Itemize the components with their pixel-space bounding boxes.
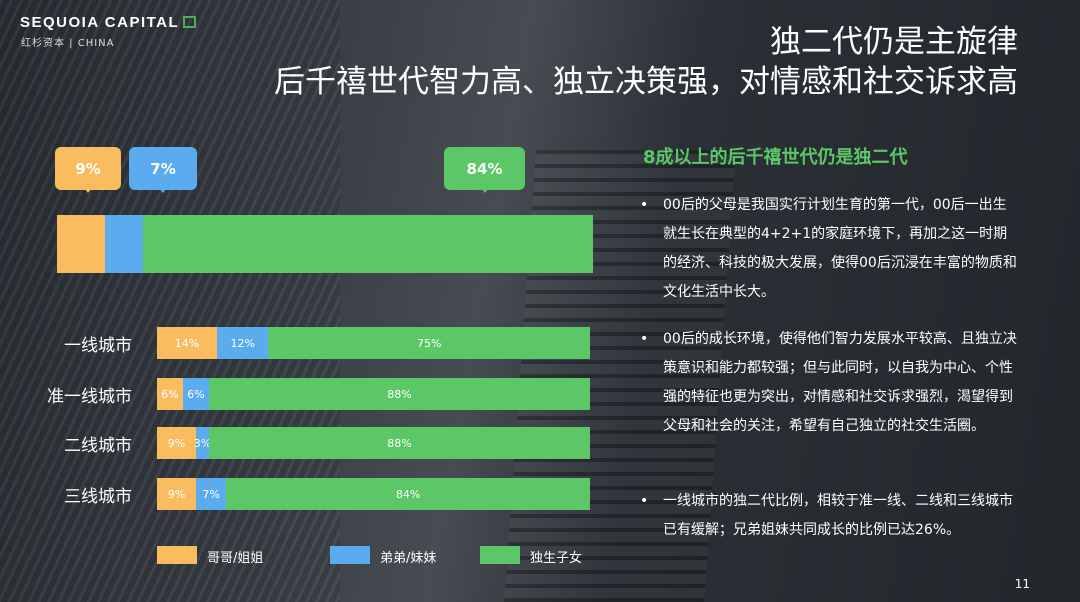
data-label: 6% — [161, 387, 179, 401]
callout-label: 84% — [444, 147, 525, 193]
logo: SEQUOIA CAPITAL — [20, 14, 197, 31]
logo-name: SEQUOIA CAPITAL — [20, 14, 180, 31]
bar-segment: 12% — [217, 327, 269, 359]
city-bar: 9% 7% 84% — [157, 478, 590, 510]
title-line-2: 后千禧世代智力高、独立决策强，对情感和社交诉求高 — [274, 64, 1018, 100]
row-label: 一线城市 — [64, 336, 132, 356]
data-label: 7% — [202, 487, 220, 501]
data-label: 84% — [395, 487, 421, 501]
data-label: 12% — [230, 336, 255, 350]
data-label: 3% — [193, 436, 212, 450]
logo-sub-cn: 红杉资本 — [21, 38, 65, 49]
bar-segment: 88% — [208, 427, 590, 459]
overall-segment — [105, 215, 143, 273]
legend-swatch — [157, 546, 197, 564]
overall-segment — [142, 215, 593, 273]
bar-segment: 88% — [208, 378, 590, 410]
bar-segment: 84% — [226, 478, 590, 510]
bullet-text: 00后的父母是我国实行计划生育的第一代，00后一出生就生长在典型的4+2+1的家… — [663, 197, 1017, 300]
row-label: 二线城市 — [64, 436, 132, 456]
logo-sub-en: CHINA — [77, 38, 115, 49]
data-label: 75% — [416, 336, 442, 350]
bar-segment: 75% — [268, 327, 590, 359]
bar-segment: 9% — [157, 478, 196, 510]
row-label: 准一线城市 — [47, 387, 132, 407]
right-heading: 8成以上的后千禧世代仍是独二代 — [643, 147, 908, 168]
bullet-text: 一线城市的独二代比例，相较于准一线、二线和三线城市已有缓解；兄弟姐妹共同成长的比… — [663, 493, 1013, 538]
bar-segment: 6% — [182, 378, 209, 410]
legend-label: 弟弟/妹妹 — [380, 551, 437, 566]
bullet-dot: • — [640, 197, 649, 213]
bullet-3: • 一线城市的独二代比例，相较于准一线、二线和三线城市已有缓解；兄弟姐妹共同成长的… — [640, 487, 1020, 545]
legend-swatch — [330, 546, 370, 564]
bar-segment: 14% — [157, 327, 218, 359]
callout-label: 9% — [55, 147, 121, 193]
bullet-dot: • — [640, 331, 649, 347]
data-label: 9% — [167, 436, 186, 450]
data-label: 6% — [187, 387, 205, 401]
page-number: 11 — [1014, 577, 1030, 591]
data-label: 88% — [387, 387, 412, 401]
bar-segment: 7% — [195, 478, 227, 510]
data-label: 9% — [167, 487, 186, 501]
row-label: 三线城市 — [64, 487, 132, 507]
bullet-text: 00后的成长环境，使得他们智力发展水平较高、且独立决策意识和能力都较强；但与此同… — [663, 331, 1017, 434]
data-label: 14% — [174, 336, 200, 350]
overall-bar — [57, 215, 593, 273]
city-bar: 14% 12% 75% — [157, 327, 590, 359]
callout-label: 7% — [129, 147, 197, 193]
overall-segment — [57, 215, 106, 273]
legend-swatch — [480, 546, 520, 564]
city-bar: 6% 6% 88% — [157, 378, 590, 410]
logo-subtitle: 红杉资本 | CHINA — [21, 38, 115, 49]
bar-segment: 6% — [157, 378, 183, 410]
legend-label: 哥哥/姐姐 — [207, 551, 264, 566]
bullet-1: • 00后的父母是我国实行计划生育的第一代，00后一出生就生长在典型的4+2+1的… — [640, 191, 1020, 307]
bar-segment: 9% — [157, 427, 196, 459]
logo-mark-icon — [183, 16, 197, 28]
city-bar: 9% 3% 88% — [157, 427, 590, 459]
legend-label: 独生子女 — [530, 551, 583, 566]
title-line-1: 独二代仍是主旋律 — [770, 24, 1018, 60]
bar-segment: 3% — [193, 427, 212, 459]
bullet-2: • 00后的成长环境，使得他们智力发展水平较高、且独立决策意识和能力都较强；但与此… — [640, 325, 1020, 441]
bullet-dot: • — [640, 493, 649, 509]
data-label: 88% — [387, 436, 412, 450]
